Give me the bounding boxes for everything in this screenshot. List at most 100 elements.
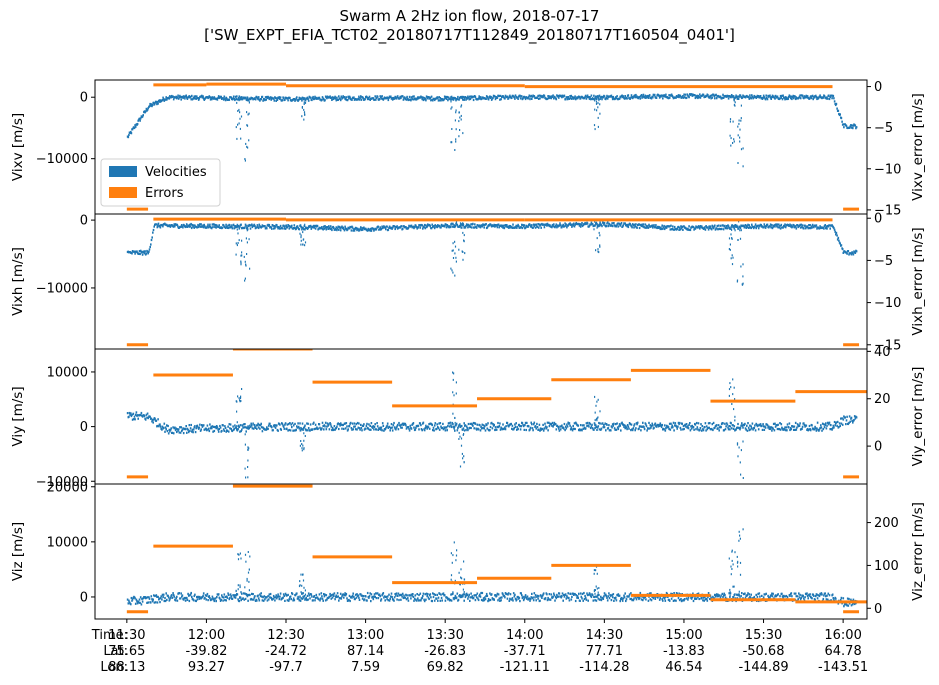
velocity-point xyxy=(462,428,464,431)
velocity-point xyxy=(551,424,553,427)
velocity-point xyxy=(232,594,235,597)
velocity-point xyxy=(808,97,811,100)
velocity-point xyxy=(631,429,634,432)
velocity-point xyxy=(831,97,833,100)
velocity-point xyxy=(378,228,381,231)
velocity-point xyxy=(808,428,810,431)
velocity-point xyxy=(633,94,636,97)
velocity-point xyxy=(713,94,715,98)
velocity-point xyxy=(577,596,579,599)
velocity-point xyxy=(616,422,618,425)
velocity-point xyxy=(268,593,271,596)
velocity-point xyxy=(751,94,753,97)
velocity-point xyxy=(472,222,474,225)
velocity-spike-point xyxy=(452,257,455,259)
velocity-point xyxy=(351,594,354,597)
velocity-point xyxy=(444,429,447,432)
velocity-point xyxy=(339,226,341,229)
velocity-spike-point xyxy=(236,425,238,427)
velocity-point xyxy=(553,594,556,597)
velocity-point xyxy=(244,592,246,595)
velocity-point xyxy=(133,415,136,418)
velocity-point xyxy=(202,97,205,100)
velocity-point xyxy=(421,596,423,599)
velocity-point xyxy=(579,429,581,432)
velocity-point xyxy=(615,596,617,599)
velocity-point xyxy=(535,599,537,602)
velocity-point xyxy=(323,428,325,431)
y-right-tick-label: 0 xyxy=(874,440,882,455)
velocity-spike-point xyxy=(594,220,596,223)
velocity-point xyxy=(402,98,405,101)
velocity-point xyxy=(285,224,287,227)
velocity-point xyxy=(511,96,513,99)
velocity-spike-point xyxy=(728,237,731,240)
velocity-point xyxy=(562,223,564,226)
velocity-point xyxy=(316,224,319,227)
velocity-point xyxy=(735,94,737,97)
velocity-point xyxy=(164,430,166,433)
velocity-spike-point xyxy=(594,108,596,111)
velocity-point xyxy=(363,226,365,229)
velocity-point xyxy=(622,95,625,98)
velocity-spike-point xyxy=(458,438,460,440)
velocity-spike-point xyxy=(247,97,249,100)
velocity-point xyxy=(566,596,569,599)
velocity-point xyxy=(153,418,155,421)
velocity-point xyxy=(198,597,201,600)
velocity-point xyxy=(467,429,469,432)
velocity-point xyxy=(511,598,513,601)
velocity-point xyxy=(357,426,360,429)
velocity-point xyxy=(815,96,818,99)
velocity-point xyxy=(672,95,674,98)
velocity-point xyxy=(256,95,258,99)
velocity-point xyxy=(639,97,642,100)
velocity-point xyxy=(779,428,782,431)
velocity-point xyxy=(552,94,554,97)
velocity-point xyxy=(401,227,404,231)
velocity-point xyxy=(338,423,341,426)
velocity-point xyxy=(688,423,690,426)
velocity-point xyxy=(615,97,618,100)
velocity-point xyxy=(645,226,647,229)
velocity-point xyxy=(477,97,480,100)
velocity-point xyxy=(361,594,363,597)
velocity-point xyxy=(648,421,650,424)
velocity-point xyxy=(781,98,784,101)
velocity-point xyxy=(182,226,184,229)
velocity-point xyxy=(208,225,210,228)
velocity-point xyxy=(131,252,133,255)
velocity-point xyxy=(420,599,422,602)
velocity-point xyxy=(427,96,430,99)
velocity-spike-point xyxy=(737,455,739,458)
velocity-point xyxy=(612,424,615,427)
velocity-point xyxy=(670,93,673,96)
velocity-spike-point xyxy=(240,263,242,266)
velocity-point xyxy=(254,224,256,228)
velocity-point xyxy=(651,422,653,425)
velocity-point xyxy=(677,597,680,600)
velocity-point xyxy=(232,95,235,98)
velocity-point xyxy=(456,429,459,432)
velocity-point xyxy=(722,422,724,425)
velocity-point xyxy=(543,94,546,97)
velocity-spike-point xyxy=(462,132,464,135)
velocity-point xyxy=(798,95,801,98)
velocity-point xyxy=(775,223,778,226)
velocity-point xyxy=(396,95,399,98)
velocity-point xyxy=(642,421,644,424)
velocity-point xyxy=(494,95,496,98)
velocity-point xyxy=(680,428,682,431)
velocity-point xyxy=(344,225,346,228)
velocity-point xyxy=(641,96,643,99)
velocity-point xyxy=(278,598,281,601)
velocity-spike-point xyxy=(302,231,304,234)
velocity-point xyxy=(446,429,448,432)
velocity-point xyxy=(617,225,620,228)
velocity-point xyxy=(194,593,196,596)
velocity-point xyxy=(298,599,301,602)
velocity-point xyxy=(750,226,752,230)
velocity-point xyxy=(786,595,789,599)
velocity-point xyxy=(594,224,596,227)
velocity-point xyxy=(366,422,368,425)
